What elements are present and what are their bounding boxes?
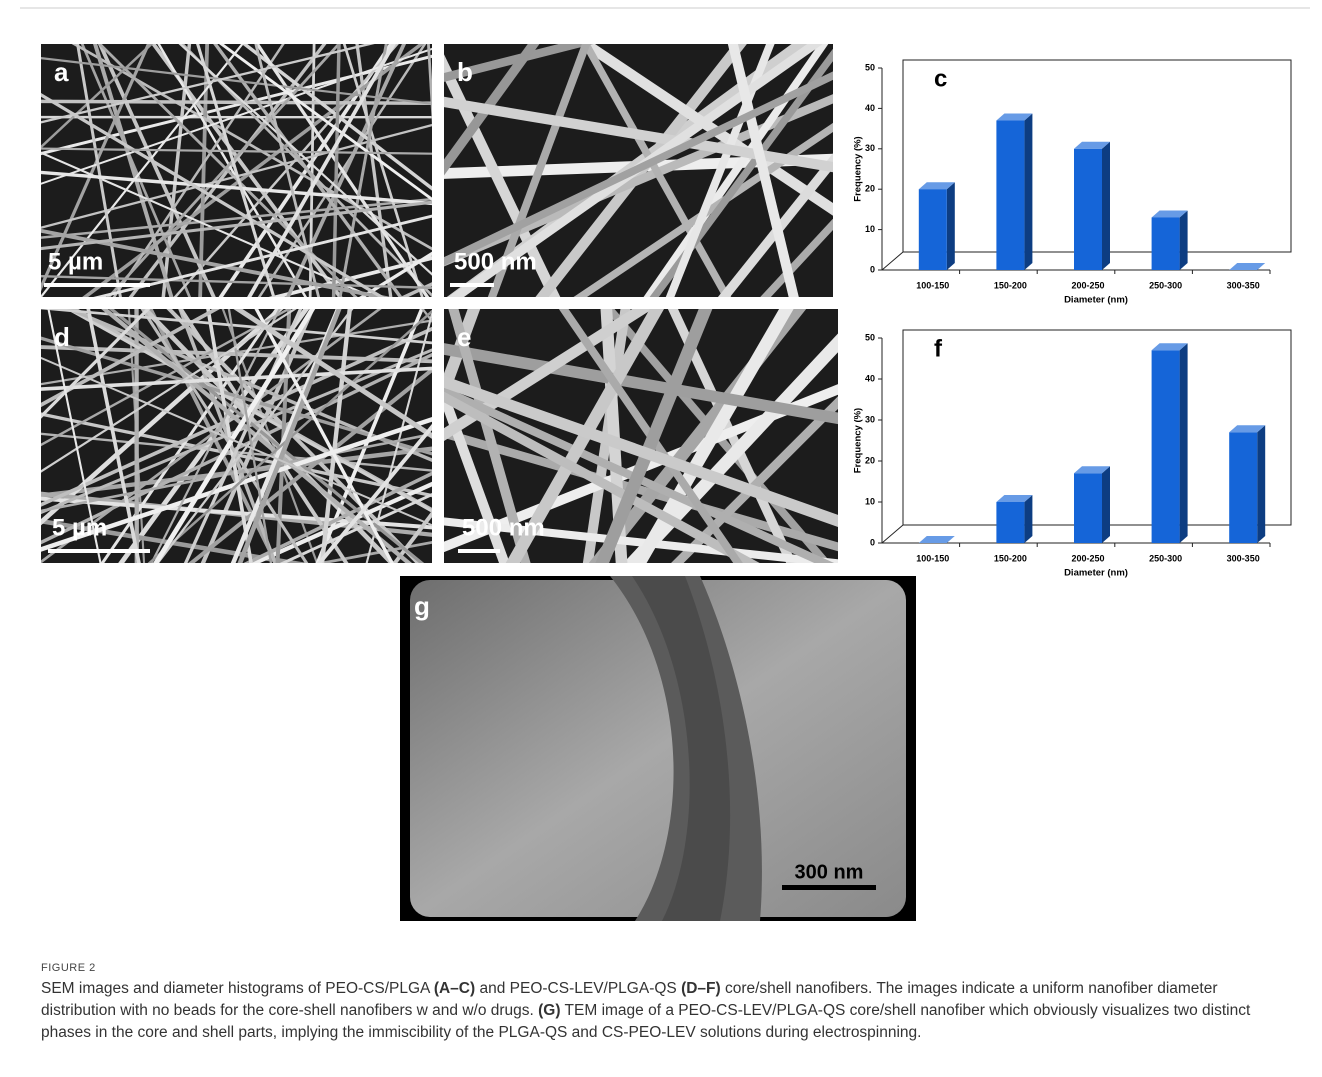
bar-side bbox=[947, 182, 955, 270]
bar-side bbox=[1102, 142, 1110, 270]
panel-label: c bbox=[934, 65, 947, 92]
y-tick-label: 0 bbox=[870, 264, 875, 274]
floor-edge bbox=[882, 525, 903, 543]
y-tick-label: 30 bbox=[865, 414, 875, 424]
bar-top bbox=[1229, 263, 1265, 270]
x-axis-label: Diameter (nm) bbox=[1064, 568, 1128, 579]
y-tick-label: 20 bbox=[865, 455, 875, 465]
panel-label: f bbox=[934, 335, 943, 362]
scale-bar-label: 5 µm bbox=[48, 248, 103, 275]
x-tick-label: 100-150 bbox=[916, 280, 949, 290]
scale-bar bbox=[782, 885, 876, 890]
panel-label: a bbox=[54, 57, 69, 87]
caption-part: and PEO-CS-LEV/PLGA-QS bbox=[475, 980, 681, 997]
chart: 0 10 20 30 40 50 100-150 150-200 200-250 250-300 3… bbox=[853, 60, 1291, 306]
chart: 0 10 20 30 40 50 100-150 150-200 200-250 250-300 3… bbox=[853, 330, 1291, 579]
caption-part: (G) bbox=[538, 1002, 560, 1019]
x-tick-label: 300-350 bbox=[1227, 553, 1260, 563]
x-tick-label: 300-350 bbox=[1227, 280, 1260, 290]
bar-side bbox=[1024, 495, 1032, 543]
y-tick-label: 40 bbox=[865, 103, 875, 113]
caption: FIGURE 2 SEM images and diameter histogr… bbox=[41, 962, 1291, 1044]
x-tick-label: 150-200 bbox=[994, 280, 1027, 290]
y-tick-label: 10 bbox=[865, 496, 875, 506]
bar bbox=[996, 121, 1024, 270]
x-tick-label: 250-300 bbox=[1149, 280, 1182, 290]
scale-bar bbox=[450, 283, 494, 287]
panel-label: d bbox=[54, 322, 70, 352]
bar-side bbox=[1257, 425, 1265, 543]
y-tick-label: 10 bbox=[865, 224, 875, 234]
bar bbox=[1152, 350, 1180, 543]
y-tick-label: 30 bbox=[865, 143, 875, 153]
x-tick-label: 200-250 bbox=[1071, 553, 1104, 563]
bar-top bbox=[919, 536, 955, 543]
bar bbox=[1152, 217, 1180, 270]
figure: a 5 µm b 500 nm d 5 µm e 500 nm g 300 nm 0 10 20 30 40… bbox=[0, 0, 1322, 950]
scale-bar bbox=[458, 549, 500, 553]
scale-bar bbox=[48, 549, 150, 553]
panel-label: g bbox=[414, 591, 430, 621]
y-axis-label: Frequency (%) bbox=[853, 408, 864, 473]
caption-text: SEM images and diameter histograms of PE… bbox=[41, 978, 1291, 1044]
bar bbox=[919, 189, 947, 270]
x-axis-label: Diameter (nm) bbox=[1064, 295, 1128, 306]
scale-bar-label: 500 nm bbox=[462, 514, 545, 541]
scale-bar bbox=[44, 283, 150, 287]
x-tick-label: 150-200 bbox=[994, 553, 1027, 563]
scale-bar-label: 500 nm bbox=[454, 248, 537, 275]
bar-side bbox=[1024, 114, 1032, 270]
caption-part: (A–C) bbox=[434, 980, 475, 997]
bar bbox=[996, 502, 1024, 543]
caption-part: (D–F) bbox=[681, 980, 721, 997]
x-tick-label: 250-300 bbox=[1149, 553, 1182, 563]
y-tick-label: 0 bbox=[870, 537, 875, 547]
y-tick-label: 20 bbox=[865, 184, 875, 194]
page: Figure 2 {"panels": [ {"label": "a", "sc… bbox=[0, 0, 1322, 1077]
caption-part: SEM images and diameter histograms of PE… bbox=[41, 980, 434, 997]
bar bbox=[1074, 149, 1102, 270]
bar-side bbox=[1180, 210, 1188, 270]
floor-edge bbox=[882, 252, 903, 270]
x-tick-label: 100-150 bbox=[916, 553, 949, 563]
panel-label: b bbox=[457, 57, 473, 87]
bar bbox=[1229, 432, 1257, 543]
figure-label: FIGURE 2 bbox=[41, 962, 1291, 974]
y-tick-label: 50 bbox=[865, 62, 875, 72]
bar-side bbox=[1180, 343, 1188, 543]
bar bbox=[1074, 473, 1102, 543]
scale-bar-label: 300 nm bbox=[795, 861, 864, 883]
y-axis-label: Frequency (%) bbox=[853, 136, 864, 201]
micrograph: g 300 nm bbox=[400, 576, 916, 921]
y-tick-label: 40 bbox=[865, 373, 875, 383]
x-tick-label: 200-250 bbox=[1071, 280, 1104, 290]
bar-side bbox=[1102, 466, 1110, 543]
page-body: a 5 µm b 500 nm d 5 µm e 500 nm g 300 nm 0 10 20 30 40… bbox=[0, 0, 1322, 1077]
panel-label: e bbox=[457, 322, 471, 352]
y-tick-label: 50 bbox=[865, 332, 875, 342]
scale-bar-label: 5 µm bbox=[52, 514, 107, 541]
